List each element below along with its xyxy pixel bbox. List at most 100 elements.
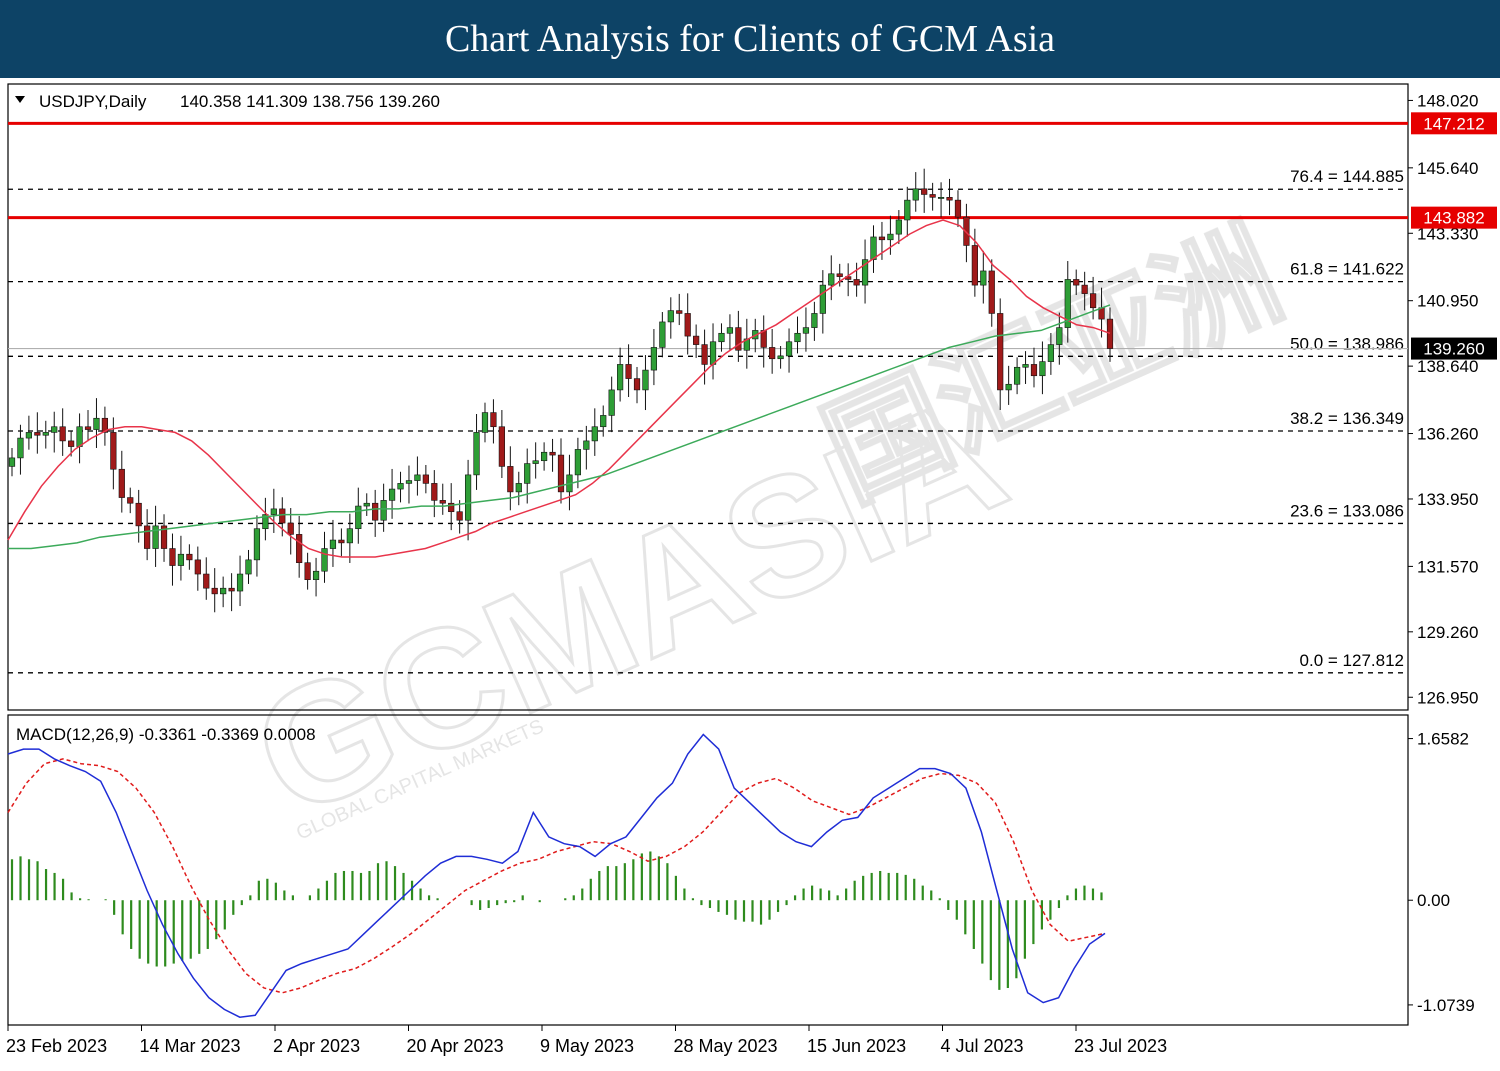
- bear-candle: [127, 497, 134, 504]
- bear-candle: [101, 417, 109, 433]
- macd-line: [7, 733, 1106, 1018]
- bull-candle: [861, 259, 869, 286]
- bear-candle: [287, 522, 294, 535]
- date-axis-label: 2 Apr 2023: [273, 1036, 360, 1056]
- bull-candle: [912, 188, 919, 201]
- bull-candle: [642, 369, 649, 391]
- sma-red-line: [7, 219, 1111, 558]
- last-price-label: 139.260: [1423, 340, 1484, 359]
- bull-candle: [870, 236, 877, 260]
- bull-candle: [583, 440, 590, 450]
- date-axis-label: 28 May 2023: [674, 1036, 778, 1056]
- bear-candle: [296, 534, 303, 564]
- bull-candle: [481, 412, 489, 433]
- symbol-label: USDJPY,Daily: [39, 92, 147, 111]
- bull-candle: [887, 233, 894, 241]
- macd-axis-label: -1.0739: [1417, 996, 1475, 1015]
- bear-candle: [456, 511, 463, 521]
- price-panel-frame: [7, 83, 1409, 711]
- bear-candle: [954, 199, 962, 218]
- resistance-price-label: 147.212: [1423, 114, 1484, 133]
- bull-candle: [828, 273, 835, 286]
- bear-candle: [490, 412, 497, 428]
- bear-candle: [507, 466, 514, 493]
- bull-candle: [8, 457, 16, 467]
- bull-candle: [363, 502, 370, 507]
- fib-label: 50.0 = 138.986: [1290, 334, 1404, 353]
- bull-candle: [346, 528, 353, 544]
- bear-candle: [422, 474, 429, 484]
- macd-label: MACD(12,26,9) -0.3361 -0.3369 0.0008: [16, 725, 316, 744]
- bull-candle: [355, 505, 362, 530]
- bear-candle: [186, 553, 193, 561]
- page-title: Chart Analysis for Clients of GCM Asia: [444, 18, 1056, 60]
- bull-candle: [329, 539, 337, 549]
- macd-layer: [7, 733, 1106, 1018]
- bull-candle: [405, 480, 413, 484]
- date-axis-label: 23 Jul 2023: [1074, 1036, 1167, 1056]
- bear-candle: [84, 426, 92, 430]
- bull-candle: [76, 426, 83, 447]
- bull-candle: [177, 553, 185, 566]
- bear-candle: [448, 502, 455, 513]
- date-axis-label: 9 May 2023: [540, 1036, 634, 1056]
- bull-candle: [726, 327, 734, 334]
- bear-candle: [878, 236, 886, 241]
- bull-candle: [617, 364, 624, 391]
- price-axis-label: 148.020: [1417, 91, 1478, 110]
- date-axis-label: 20 Apr 2023: [407, 1036, 504, 1056]
- bull-candle: [312, 570, 320, 581]
- macd-axis-label: 0.00: [1417, 891, 1450, 910]
- sma-green-line: [8, 304, 1111, 550]
- bull-candle: [236, 573, 244, 592]
- bear-candle: [135, 502, 142, 527]
- resistance-price-label-box: [1411, 112, 1497, 135]
- bull-candle: [904, 199, 911, 221]
- bull-candle: [220, 587, 227, 595]
- price-axis-label: 143.330: [1417, 224, 1478, 243]
- header-banner: Chart Analysis for Clients of GCM Asia: [0, 0, 1500, 78]
- bear-candle: [971, 245, 978, 286]
- watermark-cjk: 国汇亚洲: [805, 204, 1300, 526]
- bull-candle: [541, 451, 548, 462]
- macd-panel-frame: [7, 714, 1409, 1026]
- bull-candle: [515, 483, 522, 493]
- bull-candle: [93, 417, 100, 430]
- bear-candle: [929, 194, 936, 198]
- bull-candle: [1039, 361, 1046, 377]
- bull-candle: [937, 197, 945, 199]
- dropdown-triangle-icon[interactable]: [15, 96, 25, 103]
- date-axis-label: 4 Jul 2023: [941, 1036, 1024, 1056]
- bull-candle: [152, 525, 159, 549]
- bull-candle: [785, 341, 793, 357]
- bear-candle: [1106, 318, 1114, 349]
- bull-candle: [794, 332, 801, 343]
- ohlc-label: 140.358 141.309 138.756 139.260: [180, 92, 440, 111]
- bear-candle: [338, 539, 345, 544]
- bull-candle: [659, 321, 666, 348]
- bull-candle: [1064, 279, 1071, 328]
- bear-candle: [211, 587, 218, 595]
- bear-candle: [693, 335, 700, 345]
- bear-candle: [228, 587, 235, 592]
- date-axis-label: 23 Feb 2023: [6, 1036, 107, 1056]
- bull-candle: [262, 514, 269, 530]
- bull-candle: [25, 432, 32, 439]
- price-axis-label: 131.570: [1417, 557, 1478, 576]
- bull-candle: [1047, 344, 1054, 362]
- date-axis-label: 15 Jun 2023: [807, 1036, 906, 1056]
- bear-candle: [1073, 279, 1080, 286]
- resistance-price-label-box: [1411, 206, 1497, 229]
- bull-candle: [17, 437, 24, 459]
- bear-candle: [439, 500, 446, 504]
- bear-candle: [963, 216, 970, 246]
- bear-candle: [110, 432, 117, 470]
- bull-candle: [667, 310, 674, 323]
- price-axis-label: 129.260: [1417, 623, 1478, 642]
- bear-candle: [431, 483, 438, 501]
- bear-candle: [633, 378, 641, 391]
- bull-candle: [709, 341, 717, 365]
- bear-candle: [169, 548, 176, 566]
- price-axis-label: 145.640: [1417, 159, 1478, 178]
- bear-candle: [853, 279, 860, 286]
